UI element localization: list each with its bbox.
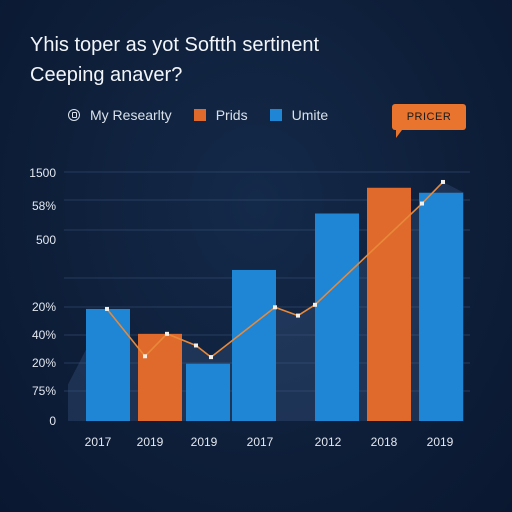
y-tick-label: 500 — [36, 233, 56, 247]
x-tick-label: 2017 — [247, 435, 274, 449]
bar-2017-0 — [86, 308, 130, 421]
y-tick-label: 75% — [32, 384, 56, 398]
y-axis-ticks: 0 75% 20% 40% 20% 500 58% 1500 — [29, 166, 56, 428]
legend-item-my-researlty: My Researlty — [68, 107, 172, 123]
bar-2019-2 — [186, 363, 230, 421]
line-point — [420, 201, 424, 206]
x-tick-label: 2019 — [191, 435, 218, 449]
line-point — [209, 355, 213, 360]
line-point — [296, 313, 300, 318]
legend-swatch-orange — [193, 109, 206, 121]
chart-title: Yhis toper as yot Softth sertinent — [30, 34, 320, 56]
y-tick-label: 58% — [32, 199, 56, 213]
y-tick-label: 20% — [32, 356, 56, 370]
y-tick-label: 40% — [32, 328, 56, 342]
x-tick-label: 2018 — [371, 435, 398, 449]
x-tick-label: 2019 — [137, 435, 164, 449]
legend-label: Prids — [215, 107, 248, 123]
trend-line — [105, 179, 445, 360]
bar-2019-1 — [138, 333, 182, 421]
legend-label: Umite — [291, 107, 329, 123]
line-point — [105, 306, 109, 311]
line-point — [143, 354, 147, 359]
line-point — [273, 305, 277, 310]
line-point — [194, 343, 198, 348]
bar-2018-5 — [367, 187, 411, 421]
chart-subtitle: Ceeping anaver? — [30, 64, 183, 86]
x-axis-ticks: 2017 2019 2019 2017 2012 2018 2019 — [85, 435, 454, 449]
chart-legend: My Researlty Prids Umite — [68, 106, 350, 124]
bars — [86, 187, 463, 421]
bar-2012-4 — [315, 213, 359, 421]
y-tick-label: 0 — [49, 414, 56, 428]
line-point — [313, 302, 317, 307]
trend-line-path — [106, 181, 444, 359]
line-point — [165, 331, 169, 336]
legend-item-umite: Umite — [269, 107, 329, 123]
bar-2017-3 — [232, 269, 276, 421]
pricer-badge: PRICER — [392, 104, 466, 138]
y-tick-label: 20% — [32, 300, 56, 314]
x-tick-label: 2012 — [315, 435, 342, 449]
clock-icon — [68, 109, 80, 121]
bar-2019-6 — [419, 192, 463, 421]
legend-label: My Researlty — [90, 107, 172, 123]
y-tick-label: 1500 — [29, 166, 56, 180]
legend-item-prids: Prids — [193, 107, 248, 123]
x-tick-label: 2017 — [85, 435, 112, 449]
line-point — [441, 179, 445, 184]
legend-swatch-blue — [269, 109, 282, 121]
x-tick-label: 2019 — [427, 435, 454, 449]
